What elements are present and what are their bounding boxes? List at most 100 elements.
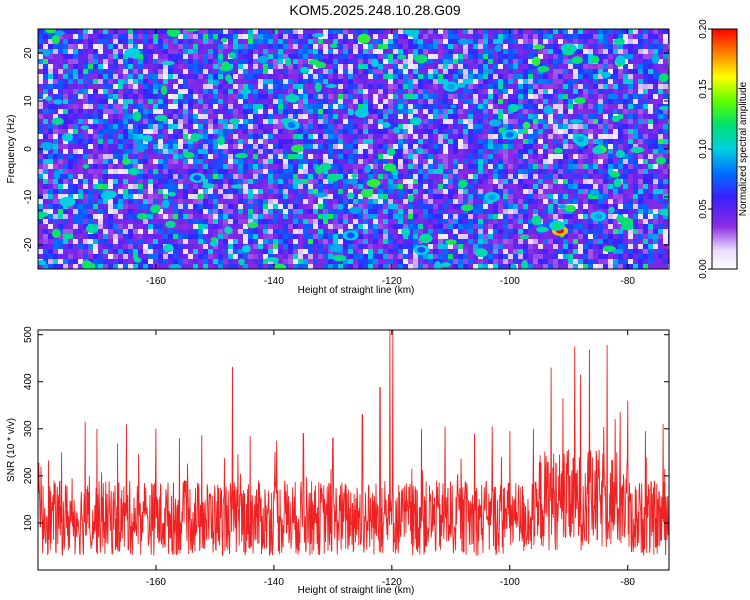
heatmap-cell bbox=[263, 199, 268, 204]
heatmap-cell bbox=[653, 159, 658, 164]
heatmap-cell bbox=[583, 154, 588, 159]
heatmap-cell bbox=[463, 219, 468, 224]
heatmap-cell bbox=[158, 49, 163, 54]
heatmap-cell bbox=[203, 84, 208, 89]
heatmap-cell bbox=[48, 164, 53, 169]
heatmap-cell bbox=[158, 119, 163, 124]
heatmap-cell bbox=[573, 179, 578, 184]
heatmap-cell bbox=[388, 194, 393, 199]
heatmap-cell bbox=[423, 79, 428, 84]
heatmap-cell bbox=[523, 189, 528, 194]
heatmap-cell bbox=[448, 34, 453, 39]
heatmap-cell bbox=[308, 194, 313, 199]
heatmap-cell bbox=[123, 199, 128, 204]
heatmap-cell bbox=[98, 199, 103, 204]
heatmap-cell bbox=[143, 194, 148, 199]
heatmap-cell bbox=[118, 44, 123, 49]
heatmap-cell bbox=[503, 149, 508, 154]
heatmap-cell bbox=[228, 199, 233, 204]
heatmap-cell bbox=[118, 174, 123, 179]
heatmap-cell bbox=[503, 139, 508, 144]
heatmap-cell bbox=[658, 79, 663, 84]
heatmap-cell bbox=[78, 89, 83, 94]
heatmap-cell bbox=[513, 34, 518, 39]
heatmap-cell bbox=[533, 209, 538, 214]
heatmap-cell bbox=[213, 49, 218, 54]
heatmap-cell bbox=[518, 39, 523, 44]
heatmap-cell bbox=[153, 54, 158, 59]
heatmap-cell bbox=[518, 164, 523, 169]
heatmap-cell bbox=[318, 204, 323, 209]
heatmap-cell bbox=[88, 109, 93, 114]
heatmap-cell bbox=[633, 34, 638, 39]
heatmap-cell bbox=[383, 169, 388, 174]
heatmap-cell bbox=[638, 174, 643, 179]
heatmap-cell bbox=[53, 204, 58, 209]
heatmap-cell bbox=[208, 74, 213, 79]
heatmap-cell bbox=[178, 139, 183, 144]
heatmap-cell bbox=[193, 34, 198, 39]
heatmap-cell bbox=[103, 99, 108, 104]
heatmap-cell bbox=[563, 209, 568, 214]
heatmap-cell bbox=[93, 134, 98, 139]
heatmap-cell bbox=[578, 209, 583, 214]
heatmap-cell bbox=[203, 129, 208, 134]
heatmap-cell bbox=[128, 89, 133, 94]
heatmap-cell bbox=[593, 169, 598, 174]
heatmap-cell bbox=[618, 79, 623, 84]
heatmap-cell bbox=[173, 214, 178, 219]
heatmap-cell bbox=[223, 189, 228, 194]
heatmap-cell bbox=[78, 134, 83, 139]
heatmap-cell bbox=[448, 209, 453, 214]
heatmap-cell bbox=[313, 74, 318, 79]
heatmap-cell bbox=[183, 139, 188, 144]
heatmap-cell bbox=[603, 99, 608, 104]
heatmap-cell bbox=[533, 204, 538, 209]
heatmap-cell bbox=[238, 144, 243, 149]
heatmap-cell bbox=[103, 179, 108, 184]
heatmap-cell bbox=[133, 154, 138, 159]
heatmap-cell bbox=[508, 209, 513, 214]
heatmap-cell bbox=[228, 224, 233, 229]
heatmap-cell bbox=[123, 139, 128, 144]
heatmap-cell bbox=[168, 69, 173, 74]
heatmap-cell bbox=[108, 144, 113, 149]
heatmap-cell bbox=[643, 159, 648, 164]
heatmap-cell bbox=[658, 129, 663, 134]
heatmap-cell bbox=[638, 129, 643, 134]
heatmap-cell bbox=[293, 134, 298, 139]
heatmap-cell bbox=[648, 69, 653, 74]
heatmap-cell bbox=[598, 169, 603, 174]
heatmap-cell bbox=[158, 199, 163, 204]
heatmap-cell bbox=[543, 79, 548, 84]
heatmap-cell bbox=[223, 124, 228, 129]
heatmap-cell bbox=[403, 204, 408, 209]
heatmap-cell bbox=[253, 124, 258, 129]
heatmap-cell bbox=[123, 69, 128, 74]
heatmap-cell bbox=[228, 69, 233, 74]
heatmap-cell bbox=[643, 169, 648, 174]
heatmap-cell bbox=[478, 49, 483, 54]
heatmap-cell bbox=[188, 99, 193, 104]
heatmap-cell bbox=[203, 224, 208, 229]
heatmap-cell bbox=[188, 114, 193, 119]
heatmap-cell bbox=[518, 99, 523, 104]
heatmap-cell bbox=[333, 74, 338, 79]
heatmap-cell bbox=[338, 49, 343, 54]
heatmap-cell bbox=[283, 64, 288, 69]
heatmap-cell bbox=[38, 94, 43, 99]
heatmap-cell bbox=[523, 79, 528, 84]
heatmap-cell bbox=[418, 214, 423, 219]
heatmap-cell bbox=[118, 129, 123, 134]
heatmap-cell bbox=[653, 134, 658, 139]
heatmap-cell bbox=[278, 134, 283, 139]
heatmap-cell bbox=[473, 154, 478, 159]
heatmap-cell bbox=[433, 129, 438, 134]
heatmap-cell bbox=[453, 154, 458, 159]
heatmap-cell bbox=[548, 79, 553, 84]
heatmap-cell bbox=[318, 74, 323, 79]
heatmap-cell bbox=[658, 69, 663, 74]
heatmap-cell bbox=[118, 29, 123, 34]
heatmap-cell bbox=[493, 139, 498, 144]
heatmap-cell bbox=[193, 84, 198, 89]
